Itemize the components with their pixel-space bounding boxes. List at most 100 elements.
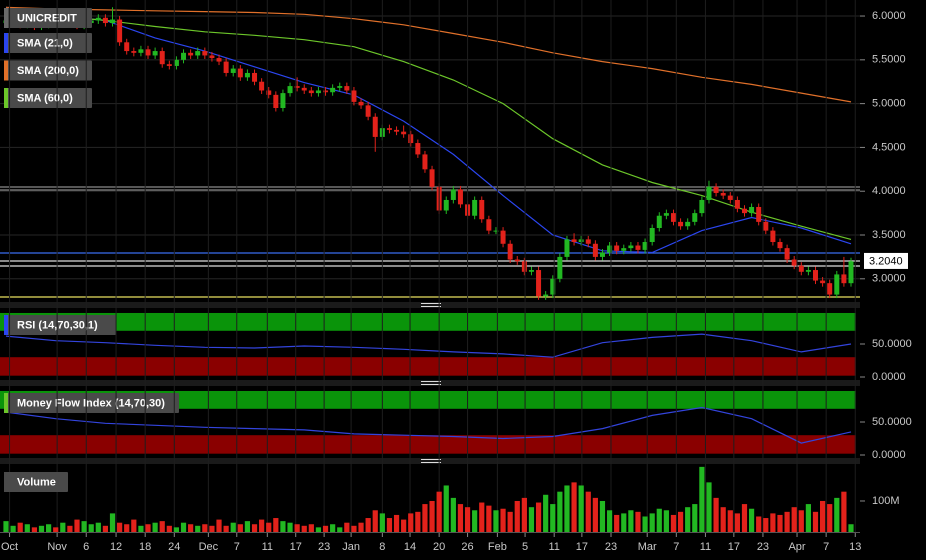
x-tick-label: 11	[700, 541, 711, 553]
volume-bar	[351, 525, 357, 532]
volume-bar	[564, 485, 570, 532]
x-tick-label: 17	[576, 541, 588, 553]
volume-bar	[720, 507, 726, 532]
candle-body	[145, 49, 151, 56]
volume-bar	[209, 525, 215, 532]
candle-body	[181, 52, 187, 60]
legend-box	[4, 88, 92, 108]
volume-bar	[237, 524, 243, 532]
candle-body	[358, 101, 364, 106]
legend-box	[4, 315, 116, 335]
volume-bar	[819, 500, 826, 532]
volume-bar	[621, 513, 627, 532]
candle-body	[216, 58, 222, 62]
x-tick-label: 23	[605, 541, 617, 553]
candle-body	[202, 51, 208, 56]
legend-swatch	[4, 8, 8, 28]
volume-bar	[457, 504, 464, 532]
volume-bar	[195, 525, 201, 532]
volume-bar	[173, 527, 180, 532]
candle-body	[486, 219, 492, 231]
candle-body	[266, 90, 272, 95]
x-tick-label: 11	[262, 541, 273, 553]
volume-bar	[606, 510, 613, 532]
candle-body	[798, 265, 804, 272]
volume-bar	[358, 522, 364, 532]
candle-body	[592, 243, 598, 257]
volume-bar	[543, 494, 549, 532]
y-tick-label: 4.5000	[872, 141, 906, 153]
candle-body	[656, 215, 662, 228]
candle-body	[429, 169, 435, 187]
volume-bar	[848, 524, 854, 532]
threshold-band	[0, 357, 856, 376]
y-tick-label: 3.0000	[872, 273, 906, 285]
x-tick-label: Feb	[488, 541, 507, 553]
candle-body	[173, 59, 179, 66]
volume-bar	[663, 510, 669, 532]
volume-bar	[798, 510, 804, 532]
volume-bar	[202, 524, 208, 532]
volume-bar	[805, 504, 811, 532]
candle-body	[521, 261, 527, 272]
volume-bar	[393, 514, 400, 532]
volume-bar	[464, 507, 471, 532]
candle-body	[422, 154, 428, 170]
volume-bar	[301, 525, 307, 532]
candle-body	[230, 68, 236, 73]
x-tick-label: Apr	[788, 541, 805, 553]
candle-body	[330, 87, 336, 93]
volume-bar	[315, 527, 322, 532]
candle-body	[706, 186, 712, 200]
legend-box	[4, 33, 92, 53]
y-tick-label: 50.0000	[872, 338, 912, 350]
candle-body	[734, 199, 740, 209]
volume-bar	[259, 519, 265, 532]
volume-bar	[344, 522, 350, 532]
volume-bar	[287, 522, 293, 532]
candle-body	[209, 55, 215, 59]
candle-body	[450, 189, 456, 200]
volume-bar	[841, 491, 847, 532]
volume-bar	[386, 518, 393, 532]
sma-line	[5, 6, 852, 103]
x-tick-label: Jan	[342, 541, 360, 553]
legend-swatch	[4, 393, 8, 413]
x-tick-label: 23	[757, 541, 769, 553]
candle-body	[564, 239, 570, 257]
volume-bar	[53, 527, 59, 532]
volume-bar	[777, 514, 783, 532]
candle-body	[607, 245, 613, 253]
candle-body	[670, 213, 676, 222]
candle-body	[273, 94, 279, 108]
x-tick-label: 6	[83, 541, 89, 553]
legend-box	[4, 472, 68, 492]
volume-bar	[763, 518, 769, 532]
candle-body	[472, 199, 478, 216]
volume-bar	[614, 514, 620, 532]
candle-body	[372, 116, 378, 137]
y-tick-label: 3.5000	[872, 229, 906, 241]
candle-body	[514, 259, 520, 262]
candle-body	[223, 61, 229, 73]
volume-bar	[585, 491, 591, 532]
candle-body	[749, 206, 755, 214]
y-tick-label: 5.5000	[872, 54, 906, 66]
volume-bar	[685, 507, 691, 532]
volume-bar	[138, 525, 144, 532]
x-tick-label: 23	[318, 541, 330, 553]
volume-bar	[479, 502, 485, 532]
volume-bar	[166, 525, 172, 532]
candle-body	[720, 192, 726, 196]
volume-bar	[727, 510, 733, 532]
candle-body	[124, 42, 130, 52]
volume-bar	[273, 518, 279, 532]
candle-body	[159, 51, 165, 65]
candle-body	[493, 230, 499, 232]
candle-body	[571, 239, 577, 243]
volume-bar	[692, 504, 698, 532]
volume-bar	[450, 497, 456, 532]
resize-handle[interactable]	[421, 303, 441, 463]
volume-bar	[31, 527, 38, 532]
